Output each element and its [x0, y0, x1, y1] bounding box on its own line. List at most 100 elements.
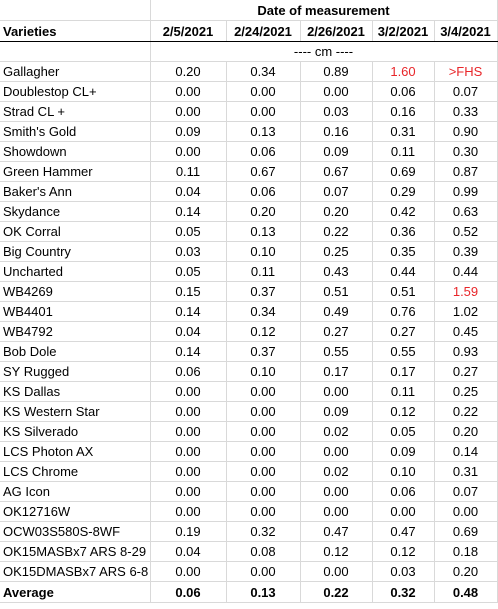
value-cell: 0.35	[372, 241, 435, 262]
table-row: KS Western Star 0.00 0.00 0.09 0.12 0.22	[0, 401, 498, 422]
variety-name: LCS Chrome	[0, 461, 151, 482]
empty-corner-cell	[0, 0, 151, 21]
value-cell: 0.00	[150, 101, 227, 122]
value-cell: 0.14	[434, 441, 498, 462]
variety-name: WB4269	[0, 281, 151, 302]
value-cell: 0.00	[300, 381, 373, 402]
value-cell: 0.00	[150, 561, 227, 582]
variety-name: OCW03S580S-8WF	[0, 521, 151, 542]
value-cell: 0.08	[226, 541, 301, 562]
value-cell: 0.09	[300, 141, 373, 162]
value-cell: 0.15	[150, 281, 227, 302]
variety-name: Smith's Gold	[0, 121, 151, 142]
value-cell: 0.02	[300, 421, 373, 442]
value-cell: 0.55	[372, 341, 435, 362]
value-cell: 0.06	[150, 361, 227, 382]
value-cell: 0.12	[372, 401, 435, 422]
value-cell: 0.22	[300, 221, 373, 242]
table-row: OK15MASBx7 ARS 8-29 0.04 0.08 0.12 0.12 0.18	[0, 541, 498, 562]
average-value: 0.22	[300, 581, 373, 603]
column-header-row: Varieties 2/5/2021 2/24/2021 2/26/2021 3…	[0, 20, 498, 42]
value-cell: 0.00	[226, 461, 301, 482]
value-cell: 0.27	[300, 321, 373, 342]
variety-name: Big Country	[0, 241, 151, 262]
table-row: Gallagher 0.20 0.34 0.89 1.60 >FHS	[0, 61, 498, 82]
value-cell: 0.09	[300, 401, 373, 422]
value-cell: 0.00	[150, 381, 227, 402]
value-cell: 0.16	[300, 121, 373, 142]
value-cell: 0.14	[150, 301, 227, 322]
value-cell: 0.37	[226, 281, 301, 302]
value-cell: 0.04	[150, 321, 227, 342]
value-cell: 0.13	[226, 221, 301, 242]
value-cell: 0.89	[300, 61, 373, 82]
value-cell: 0.20	[226, 201, 301, 222]
variety-name: Doublestop CL+	[0, 81, 151, 102]
value-cell: 0.52	[434, 221, 498, 242]
value-cell: 0.12	[372, 541, 435, 562]
value-cell: 0.32	[226, 521, 301, 542]
value-cell: 0.76	[372, 301, 435, 322]
varieties-header: Varieties	[0, 20, 151, 42]
average-value: 0.48	[434, 581, 498, 603]
value-cell: 0.33	[434, 101, 498, 122]
unit-row: ---- cm ----	[0, 41, 498, 62]
value-cell: 0.00	[150, 481, 227, 502]
date-header: 3/2/2021	[372, 20, 435, 42]
value-cell: 0.20	[434, 561, 498, 582]
value-cell: 0.69	[372, 161, 435, 182]
variety-name: AG Icon	[0, 481, 151, 502]
variety-name: Uncharted	[0, 261, 151, 282]
table-row: OCW03S580S-8WF 0.19 0.32 0.47 0.47 0.69	[0, 521, 498, 542]
value-cell: 0.20	[150, 61, 227, 82]
value-cell: 0.51	[372, 281, 435, 302]
value-cell: 0.42	[372, 201, 435, 222]
value-cell: 0.27	[372, 321, 435, 342]
value-cell: 0.45	[434, 321, 498, 342]
variety-name: Showdown	[0, 141, 151, 162]
variety-name: OK12716W	[0, 501, 151, 522]
value-cell: 0.00	[226, 561, 301, 582]
variety-name: KS Silverado	[0, 421, 151, 442]
value-cell: 0.00	[150, 461, 227, 482]
value-cell: >FHS	[434, 61, 498, 82]
value-cell: 0.00	[150, 421, 227, 442]
table-row: OK Corral 0.05 0.13 0.22 0.36 0.52	[0, 221, 498, 242]
value-cell: 0.16	[372, 101, 435, 122]
variety-name: Skydance	[0, 201, 151, 222]
value-cell: 0.00	[226, 101, 301, 122]
value-cell: 0.00	[226, 421, 301, 442]
average-value: 0.32	[372, 581, 435, 603]
table-row: LCS Chrome 0.00 0.00 0.02 0.10 0.31	[0, 461, 498, 482]
value-cell: 0.02	[300, 461, 373, 482]
average-label: Average	[0, 581, 151, 603]
value-cell: 0.47	[300, 521, 373, 542]
value-cell: 0.99	[434, 181, 498, 202]
value-cell: 0.49	[300, 301, 373, 322]
value-cell: 0.06	[226, 141, 301, 162]
value-cell: 0.25	[434, 381, 498, 402]
value-cell: 0.00	[226, 401, 301, 422]
table-row: Big Country 0.03 0.10 0.25 0.35 0.39	[0, 241, 498, 262]
table-row: Smith's Gold 0.09 0.13 0.16 0.31 0.90	[0, 121, 498, 142]
value-cell: 0.00	[226, 381, 301, 402]
value-cell: 0.00	[300, 81, 373, 102]
value-cell: 0.06	[372, 481, 435, 502]
value-cell: 0.03	[372, 561, 435, 582]
value-cell: 0.12	[300, 541, 373, 562]
value-cell: 0.10	[226, 361, 301, 382]
value-cell: 0.00	[150, 81, 227, 102]
average-value: 0.13	[226, 581, 301, 603]
table-row: Bob Dole 0.14 0.37 0.55 0.55 0.93	[0, 341, 498, 362]
table-row: OK12716W 0.00 0.00 0.00 0.00 0.00	[0, 501, 498, 522]
value-cell: 0.03	[300, 101, 373, 122]
value-cell: 0.18	[434, 541, 498, 562]
unit-label: ---- cm ----	[150, 41, 498, 62]
table-row: Uncharted 0.05 0.11 0.43 0.44 0.44	[0, 261, 498, 282]
value-cell: 0.31	[372, 121, 435, 142]
value-cell: 0.22	[434, 401, 498, 422]
value-cell: 0.14	[150, 341, 227, 362]
table-row: OK15DMASBx7 ARS 6-8 0.00 0.00 0.00 0.03 0.20	[0, 561, 498, 582]
value-cell: 0.29	[372, 181, 435, 202]
